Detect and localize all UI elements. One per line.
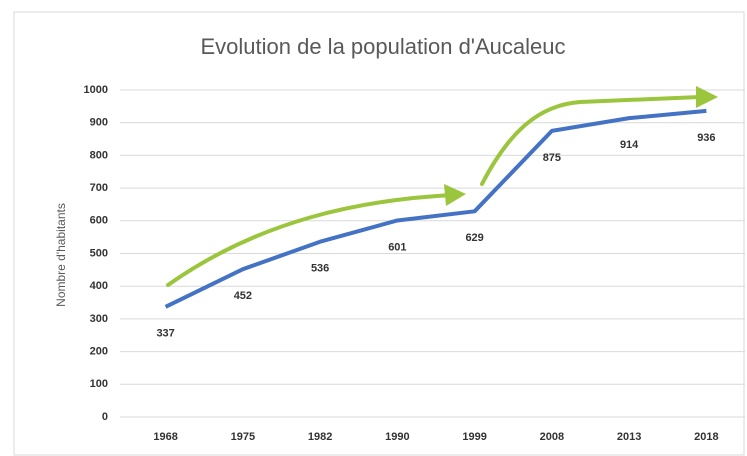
chart-frame bbox=[13, 11, 745, 456]
y-tick-label: 700 bbox=[90, 182, 108, 194]
y-tick-label: 600 bbox=[90, 215, 108, 227]
y-axis-label: Nombre d'habitants bbox=[54, 203, 68, 307]
data-label: 452 bbox=[234, 290, 252, 302]
x-tick-label: 1999 bbox=[462, 431, 486, 443]
y-tick-label: 300 bbox=[90, 313, 108, 325]
data-label: 629 bbox=[465, 232, 483, 244]
x-tick-label: 2008 bbox=[540, 431, 564, 443]
arrow-1 bbox=[166, 193, 454, 287]
y-tick-label: 800 bbox=[90, 149, 108, 161]
x-tick-label: 1990 bbox=[385, 431, 409, 443]
y-tick-label: 0 bbox=[102, 411, 108, 423]
arrow-2 bbox=[480, 95, 702, 186]
y-tick-label: 500 bbox=[90, 247, 108, 259]
annotation-arrows bbox=[166, 86, 718, 287]
data-label: 337 bbox=[156, 328, 174, 340]
plot-area: 0 100 200 300 400 500 600 700 800 900 1000 1968 1975… bbox=[84, 84, 745, 443]
data-label: 875 bbox=[543, 152, 561, 164]
chart-title: Evolution de la population d'Aucaleuc bbox=[200, 34, 565, 59]
y-tick-label: 400 bbox=[90, 280, 108, 292]
y-tick-label: 900 bbox=[90, 117, 108, 129]
arrow-head-2 bbox=[696, 86, 718, 108]
line-series bbox=[164, 108, 707, 309]
data-label: 936 bbox=[697, 132, 715, 144]
data-label: 914 bbox=[620, 139, 639, 151]
data-label: 536 bbox=[311, 263, 329, 275]
x-tick-label: 2013 bbox=[617, 431, 641, 443]
x-tick-label: 1975 bbox=[231, 431, 255, 443]
arrow-head-1 bbox=[444, 184, 466, 206]
y-tick-label: 1000 bbox=[84, 84, 108, 96]
y-tick-label: 100 bbox=[90, 378, 108, 390]
data-label: 601 bbox=[388, 241, 406, 253]
x-tick-label: 2018 bbox=[694, 431, 718, 443]
x-tick-label: 1982 bbox=[308, 431, 332, 443]
y-tick-label: 200 bbox=[90, 346, 108, 358]
x-tick-label: 1968 bbox=[153, 431, 177, 443]
